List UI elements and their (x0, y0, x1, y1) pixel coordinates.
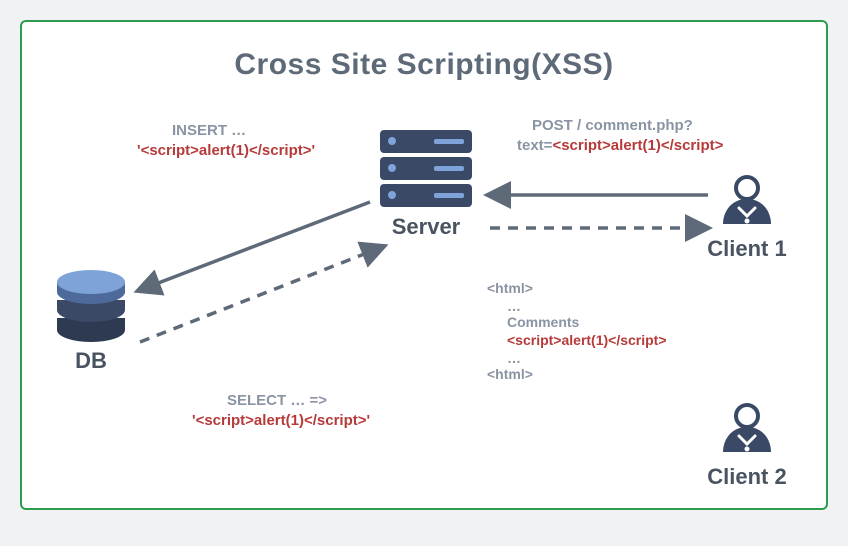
resp-ellipsis2: … (507, 350, 521, 366)
resp-ellipsis1: … (507, 298, 521, 314)
resp-html-open: <html> (487, 280, 533, 296)
resp-comments: Comments (507, 314, 579, 330)
select-payload: '<script>alert(1)</script>' (192, 412, 370, 429)
arrow-server-to-db (140, 202, 370, 290)
resp-payload: <script>alert(1)</script> (507, 332, 667, 348)
arrow-db-to-server (140, 247, 382, 342)
post-payload-line: text=<script>alert(1)</script> (517, 137, 723, 155)
diagram-frame: Cross Site Scripting(XSS) Server DB Clie… (20, 20, 828, 510)
insert-payload: '<script>alert(1)</script>' (137, 142, 315, 159)
post-payload: <script>alert(1)</script> (552, 137, 723, 154)
select-label: SELECT … => (227, 392, 327, 409)
insert-label: INSERT … (172, 122, 246, 139)
post-label: POST / comment.php? (532, 117, 693, 134)
resp-html-close: <html> (487, 366, 533, 382)
post-text-prefix: text= (517, 137, 552, 154)
arrows-layer (22, 22, 830, 512)
